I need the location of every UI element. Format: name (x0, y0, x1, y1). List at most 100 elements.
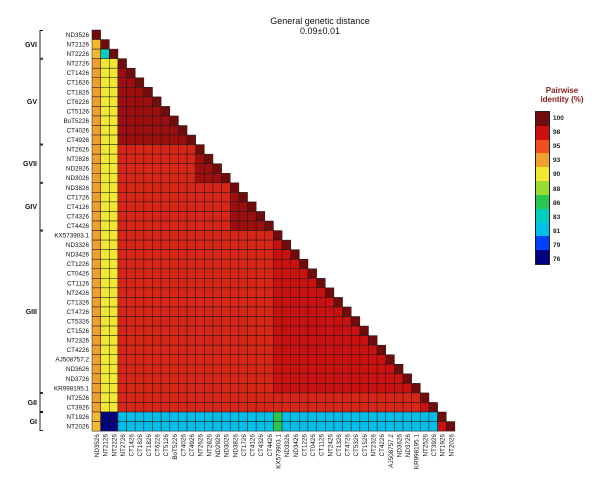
heatmap-cell (109, 48, 119, 59)
heatmap-cell (178, 230, 188, 241)
heatmap-cell (195, 373, 205, 384)
heatmap-cell (152, 344, 162, 355)
heatmap-cell (195, 258, 205, 270)
heatmap-cell (178, 373, 188, 384)
heatmap-cell (134, 325, 145, 336)
heatmap-cell (100, 115, 110, 126)
heatmap-cell (178, 335, 188, 346)
colorbar-band (536, 181, 549, 195)
heatmap-cell (238, 383, 248, 394)
heatmap-cell (152, 411, 162, 422)
heatmap-cell (186, 411, 196, 422)
heatmap-cell (152, 230, 162, 241)
heatmap-cell (290, 287, 300, 298)
row-label: AJ508757.2 (55, 357, 89, 364)
heatmap-cell (169, 354, 179, 365)
heatmap-cell (91, 58, 101, 69)
heatmap-cell (264, 297, 274, 308)
heatmap-cell (385, 364, 395, 375)
heatmap-cell (126, 373, 136, 384)
heatmap-cell (126, 325, 136, 336)
row-label: NT2026 (67, 424, 90, 431)
heatmap-cell (109, 173, 119, 184)
heatmap-cell (221, 373, 231, 384)
heatmap-cell (100, 230, 110, 241)
heatmap-cell (342, 344, 352, 355)
row-label: KX573903.1 (54, 233, 89, 240)
heatmap-cell (299, 316, 309, 327)
column-label: CT1426 (129, 434, 136, 457)
heatmap-cell (109, 67, 119, 78)
heatmap-cell (186, 325, 196, 336)
group-label: GIII (26, 309, 37, 316)
heatmap-cell (117, 87, 127, 98)
column-label: NT2426 (327, 434, 334, 457)
heatmap-cell (91, 354, 101, 365)
heatmap-cell (126, 96, 136, 107)
row-label: ND3826 (66, 185, 90, 192)
heatmap-cell (186, 364, 196, 375)
column-label: CT4426 (267, 434, 274, 457)
heatmap-cell (100, 48, 110, 59)
row-label: CT1726 (67, 194, 90, 201)
heatmap-cell (117, 306, 127, 317)
heatmap-cell (255, 287, 266, 298)
heatmap-cell (290, 316, 300, 327)
colorbar-band (536, 250, 549, 264)
row-label: NT2126 (67, 42, 90, 49)
heatmap-cell (143, 383, 153, 394)
heatmap-cell (91, 239, 101, 250)
column-label: CT1626 (137, 434, 144, 457)
heatmap-cell (316, 364, 326, 375)
heatmap-cell (152, 144, 162, 155)
heatmap-cell (186, 392, 196, 403)
heatmap-cell (264, 335, 274, 346)
heatmap-cell (195, 230, 205, 241)
heatmap-cell (229, 306, 240, 317)
heatmap-cell (221, 258, 231, 270)
heatmap-cell (160, 173, 171, 184)
heatmap-cell (212, 364, 222, 375)
heatmap-cell (178, 411, 188, 422)
heatmap-cell (91, 316, 101, 327)
heatmap-cell (134, 230, 145, 241)
heatmap-cell (247, 306, 257, 317)
heatmap-cell (126, 249, 136, 260)
heatmap-cell (229, 354, 240, 365)
heatmap-cell (186, 211, 196, 222)
heatmap-cell (359, 402, 369, 413)
heatmap-cell (204, 402, 214, 413)
heatmap-cell (126, 230, 136, 241)
heatmap-cell (333, 364, 343, 375)
heatmap-cell (117, 344, 127, 355)
heatmap-cell (273, 364, 283, 375)
heatmap-cell (178, 182, 188, 193)
heatmap-cell (212, 316, 222, 327)
heatmap-cell (264, 220, 274, 231)
column-label: NT2626 (198, 434, 205, 457)
column-label: NT1926 (440, 434, 447, 457)
heatmap-cell (264, 268, 274, 279)
heatmap-cell (299, 268, 309, 279)
heatmap-cell (134, 344, 145, 355)
heatmap-cell (160, 316, 171, 327)
heatmap-cell (91, 153, 101, 164)
heatmap-cell (178, 163, 188, 174)
heatmap-cell (117, 77, 127, 88)
heatmap-cell (134, 335, 145, 346)
heatmap-cell (134, 392, 145, 403)
heatmap-cell (117, 220, 127, 231)
heatmap-cell (117, 144, 127, 155)
heatmap-cell (126, 344, 136, 355)
heatmap-cell (186, 297, 196, 308)
heatmap-cell (299, 344, 309, 355)
row-label: CT4326 (67, 213, 90, 220)
heatmap-cell (195, 421, 205, 432)
heatmap-cell (229, 220, 240, 231)
heatmap-cell (134, 182, 145, 193)
heatmap-cell (437, 421, 447, 432)
heatmap-cell (299, 278, 309, 289)
heatmap-cell (186, 287, 196, 298)
heatmap-cell (109, 153, 119, 164)
colorbar-tick-label: 79 (553, 242, 561, 250)
